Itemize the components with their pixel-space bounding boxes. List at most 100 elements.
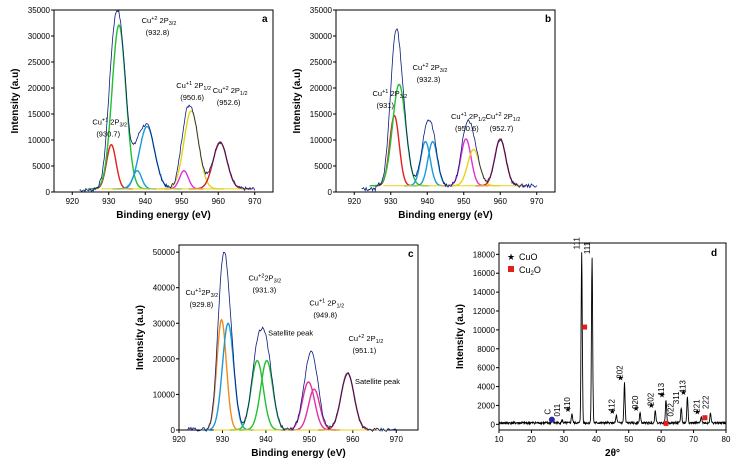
panel-d-hkl-label: C (544, 409, 553, 415)
panel-c-satellite-label: Satellite peak (268, 329, 313, 338)
panel-c-peak-annotation: Cu+2 2P1/2 (348, 334, 383, 345)
panel-d-y-tick-label: 12000 (473, 307, 496, 316)
panel-a-peak-value: (950.6) (180, 93, 204, 102)
panel-b-x-tick-label: 920 (348, 197, 362, 206)
panel-d-hkl-label: 110 (563, 397, 572, 410)
panel-b-y-tick-label: 0 (328, 188, 333, 197)
panel-a-y-tick-label: 0 (46, 188, 51, 197)
panel-a-peak-annotation: Cu+1 2P3/2 (92, 117, 127, 128)
panel-d-hkl-label: 112 (607, 398, 616, 411)
panel-c-x-tick-label: 970 (390, 435, 404, 444)
panel-a-plot-frame (53, 9, 274, 193)
panel-d-hkl-label: 022 (667, 403, 676, 417)
panel-b-fit-curve (442, 138, 489, 187)
panel-a-fit-curve (112, 125, 182, 190)
panel-a-panel-letter: a (262, 14, 268, 25)
panel-a-y-tick-label: 15000 (28, 110, 51, 119)
panel-a-x-tick-label: 920 (66, 197, 80, 206)
panel-a-y-tick-label: 25000 (28, 58, 51, 67)
panel-a-y-tick-label: 5000 (32, 162, 50, 171)
panel-c-peak-annotation: Cu+12P3/2 (186, 288, 219, 299)
panel-c-satellite-label: Satellite peak (355, 377, 400, 386)
panel-a-fit-curve (87, 24, 151, 190)
panel-a-peak-annotation: Cu+1 2P1/2 (176, 81, 211, 92)
panel-b-y-tick-label: 5000 (314, 162, 332, 171)
panel-d-hkl-label: 111 (573, 237, 582, 250)
panel-a-x-axis-label: Binding energy (eV) (116, 210, 210, 221)
panel-a-peak-annotation: Cu+2 2P1/2 (213, 86, 248, 97)
panel-d-x-tick-label: 50 (624, 435, 633, 444)
panel-b-y-tick-label: 20000 (310, 84, 333, 93)
panel-a-x-tick-label: 950 (175, 197, 189, 206)
panel-b-y-tick-label: 35000 (310, 6, 333, 15)
panel-d-hkl-label: 221 (692, 399, 701, 413)
panel-b-fit-curve (411, 140, 455, 187)
panel-d-y-tick-label: 18000 (473, 250, 496, 259)
panel-d-y-axis-label: Intensity (a.u) (455, 304, 466, 369)
panel-a-y-tick-label: 20000 (28, 84, 51, 93)
panel-c-fit-curve (239, 359, 295, 431)
panel-a-fit-curve (188, 141, 252, 190)
panel-a-raw-spectrum (79, 9, 256, 193)
panel-a-peak-value: (952.6) (217, 98, 241, 107)
panel-c-x-tick-label: 930 (216, 435, 230, 444)
panel-a-x-tick-label: 930 (102, 197, 116, 206)
panel-b-peak-annotation: Cu+1 2P1/2 (451, 112, 486, 123)
panel-d-y-tick-label: 4000 (477, 383, 495, 392)
panel-d-panel-letter: d (711, 248, 717, 259)
panel-b: 920 930 940 950 960 970 0 5000 10000 15000 20000 25… (292, 6, 556, 221)
panel-b-x-axis-label: Binding energy (eV) (398, 210, 492, 221)
panel-b-raw-spectrum (361, 28, 538, 193)
panel-d-cuo-marker: ★ (648, 401, 655, 410)
panel-b-peak-annotation: Cu+2 2P1/2 (486, 112, 521, 123)
panel-c-y-tick-label: 20000 (153, 355, 176, 364)
panel-d-hkl-label: 111 (583, 241, 592, 254)
panel-c-x-tick-label: 940 (259, 435, 273, 444)
panel-d-cuo-marker: ★ (617, 374, 624, 383)
panel-c-y-tick-label: 0 (171, 426, 176, 435)
panel-d-x-axis-label: 2θ° (605, 448, 620, 459)
panel-c-x-tick-label: 920 (172, 435, 186, 444)
panel-d-x-tick-label: 20 (527, 435, 536, 444)
panel-c-y-tick-label: 10000 (153, 390, 176, 399)
panel-a: 920 930 940 950 960 970 0 5000 10000 15000 20000 25… (10, 6, 274, 221)
panel-d-carbon-marker (548, 416, 555, 423)
panel-b-plot-frame (335, 9, 556, 193)
panel-d-legend-label: CuO (519, 252, 538, 262)
panel-d-legend-square-icon (508, 266, 514, 272)
panel-c-panel-letter: c (408, 249, 414, 260)
panel-c-peak-value: (949.8) (313, 310, 337, 319)
panel-a-fit-curve (158, 110, 225, 190)
panel-d-x-tick-label: 30 (559, 435, 568, 444)
panel-c-x-tick-label: 950 (303, 435, 317, 444)
panel-a-peak-value: (930.7) (96, 129, 120, 138)
panel-d-x-tick-label: 40 (592, 435, 601, 444)
panel-d-cuo-marker: ★ (694, 408, 701, 417)
panel-b-peak-value: (932.3) (417, 75, 441, 84)
panel-d-cuo-marker: ★ (564, 405, 571, 414)
panel-b-x-tick-label: 930 (384, 197, 398, 206)
panel-d-cu2o-marker (702, 415, 708, 421)
panel-d-hkl-label: 311 (672, 391, 681, 404)
panel-a-y-tick-label: 30000 (28, 32, 51, 41)
panel-b-y-axis-label: Intensity (a.u) (292, 68, 303, 133)
panel-d-y-tick-label: 0 (491, 420, 496, 429)
panel-a-y-tick-label: 10000 (28, 136, 51, 145)
panel-c-x-axis-label: Binding energy (eV) (251, 448, 345, 459)
panel-d-x-tick-label: 70 (689, 435, 698, 444)
panel-d-hkl-label: 113 (678, 380, 687, 393)
panel-c-y-tick-label: 30000 (153, 319, 176, 328)
panel-b-peak-value: (931) (377, 101, 395, 110)
panel-d-x-tick-label: 60 (657, 435, 666, 444)
panel-b-x-tick-label: 960 (494, 197, 508, 206)
panel-d-y-tick-label: 8000 (477, 345, 495, 354)
panel-d-legend-star-icon: ★ (507, 252, 515, 262)
panel-c-peak-value: (931.3) (253, 286, 277, 295)
panel-a-y-tick-label: 35000 (28, 6, 51, 15)
panel-d-hkl-label: 222 (701, 395, 710, 409)
panel-d-hkl-label: 020 (631, 395, 640, 409)
panel-d-y-tick-label: 6000 (477, 364, 495, 373)
panel-c-fit-curve (202, 322, 254, 431)
panel-d-cu2o-marker (582, 324, 588, 330)
